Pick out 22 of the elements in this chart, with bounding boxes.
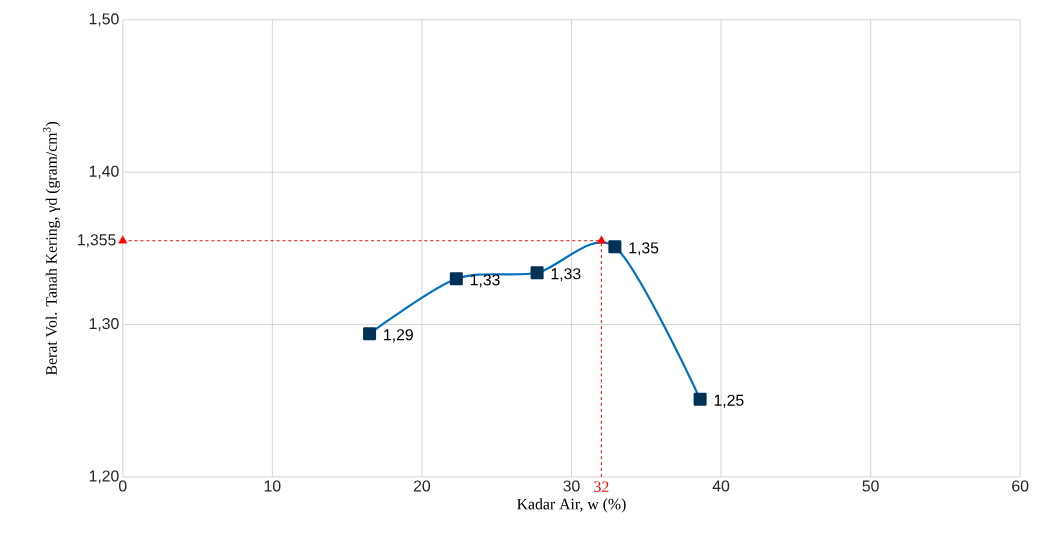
x-tick-label: 60 [1012, 480, 1029, 492]
x-tick-label: 50 [862, 480, 879, 492]
y-axis-title: Berat Vol. Tanah Kering, γd (gram/cm$^{3}$) [43, 121, 61, 375]
data-label: 1,35 [629, 242, 659, 256]
x-tick-label: 0 [119, 480, 127, 492]
data-label: 1,29 [384, 329, 413, 343]
data-label: 1,33 [551, 268, 581, 282]
ref-line-label: 32 [594, 481, 609, 492]
y-tick-label: 1,30 [89, 317, 119, 331]
x-axis-title: Kadar Air, w (%) [517, 498, 626, 513]
x-tick-label: 30 [563, 480, 580, 492]
data-label: 1,33 [470, 274, 500, 288]
y-tick-label: 1,50 [89, 13, 119, 27]
ref-line-label: 1,355 [78, 234, 116, 248]
x-tick-label: 40 [712, 480, 730, 492]
point [596, 235, 606, 244]
x-tick-label: 20 [413, 480, 431, 492]
x-tick-label: 10 [264, 480, 281, 492]
y-tick-label: 1,20 [89, 470, 119, 484]
data-label: 1,25 [714, 394, 744, 408]
point [118, 235, 128, 244]
y-tick-label: 1,40 [89, 165, 119, 179]
